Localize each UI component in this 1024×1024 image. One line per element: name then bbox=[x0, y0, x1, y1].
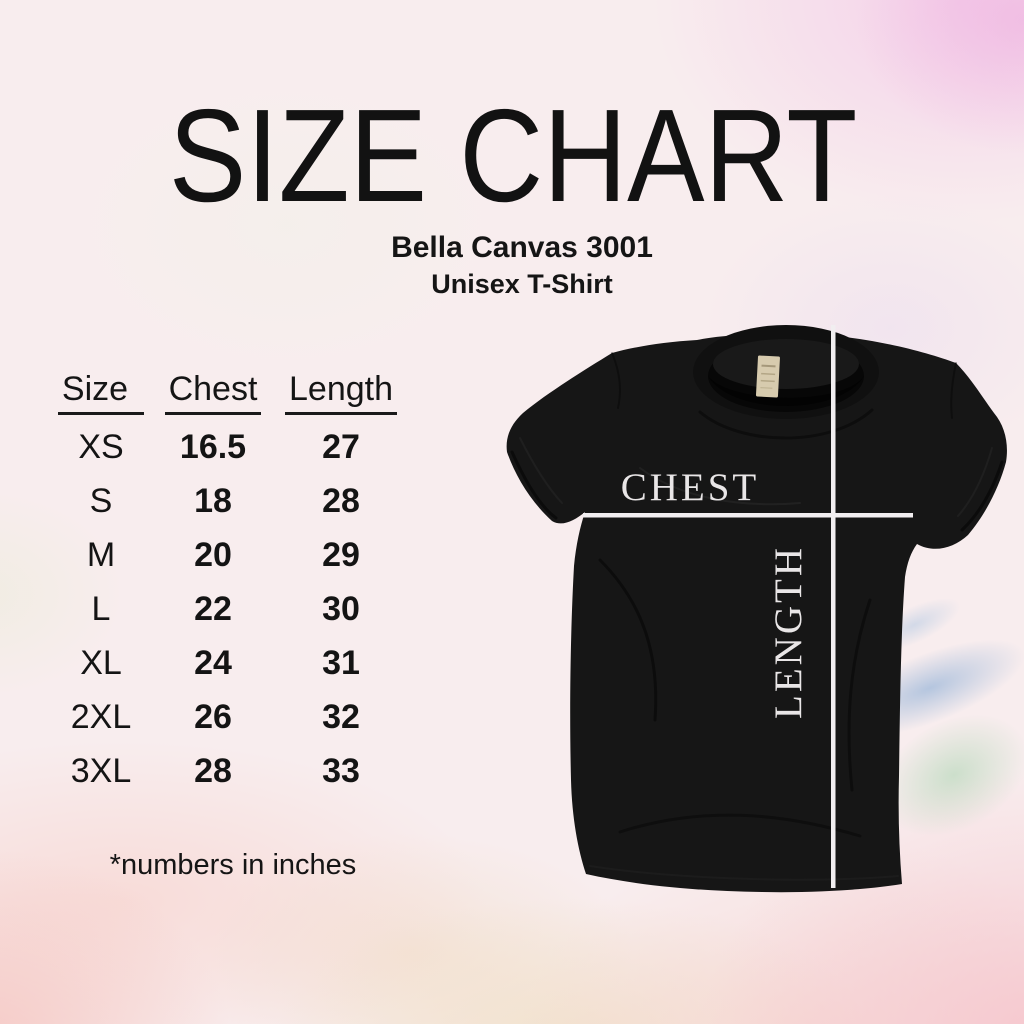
length-cell: 30 bbox=[322, 590, 360, 628]
chest-cell: 26 bbox=[194, 698, 232, 736]
length-cell: 31 bbox=[322, 644, 360, 682]
size-cell: 3XL bbox=[70, 752, 132, 790]
length-cell: 28 bbox=[322, 482, 360, 520]
chest-cell: 16.5 bbox=[179, 428, 247, 466]
length-cell: 32 bbox=[322, 698, 360, 736]
chest-cell: 18 bbox=[194, 482, 232, 520]
shirt-collar bbox=[693, 325, 879, 419]
length-label: LENGTH bbox=[767, 545, 810, 719]
chest-measure-line bbox=[583, 513, 913, 518]
product-name: Bella Canvas 3001 bbox=[391, 231, 653, 264]
size-chart-title: SIZE CHART bbox=[168, 82, 858, 229]
chest-label: CHEST bbox=[621, 466, 760, 509]
size-cell: S bbox=[89, 482, 113, 520]
size-cell: XS bbox=[78, 428, 124, 466]
size-table: Size Chest Length XS 16.5 27 S 18 28 M 2… bbox=[50, 366, 408, 798]
tshirt-body bbox=[506, 333, 1007, 893]
length-cell: 33 bbox=[322, 752, 360, 790]
column-header-chest: Chest bbox=[164, 370, 262, 416]
chest-cell: 24 bbox=[194, 644, 232, 682]
units-note: *numbers in inches bbox=[109, 849, 357, 881]
length-measure-line bbox=[831, 325, 836, 888]
chest-cell: 22 bbox=[194, 590, 232, 628]
column-header-size: Size bbox=[57, 370, 145, 416]
size-cell: M bbox=[86, 536, 116, 574]
fabric-wrinkles bbox=[510, 352, 1004, 881]
size-cell: L bbox=[91, 590, 111, 628]
collar-tag bbox=[755, 355, 780, 398]
size-cell: 2XL bbox=[70, 698, 132, 736]
column-header-length: Length bbox=[285, 370, 397, 416]
length-cell: 27 bbox=[322, 428, 360, 466]
chest-cell: 20 bbox=[194, 536, 232, 574]
length-cell: 29 bbox=[322, 536, 360, 574]
size-cell: XL bbox=[80, 644, 122, 682]
product-type: Unisex T-Shirt bbox=[431, 269, 613, 299]
chest-cell: 28 bbox=[194, 752, 232, 790]
